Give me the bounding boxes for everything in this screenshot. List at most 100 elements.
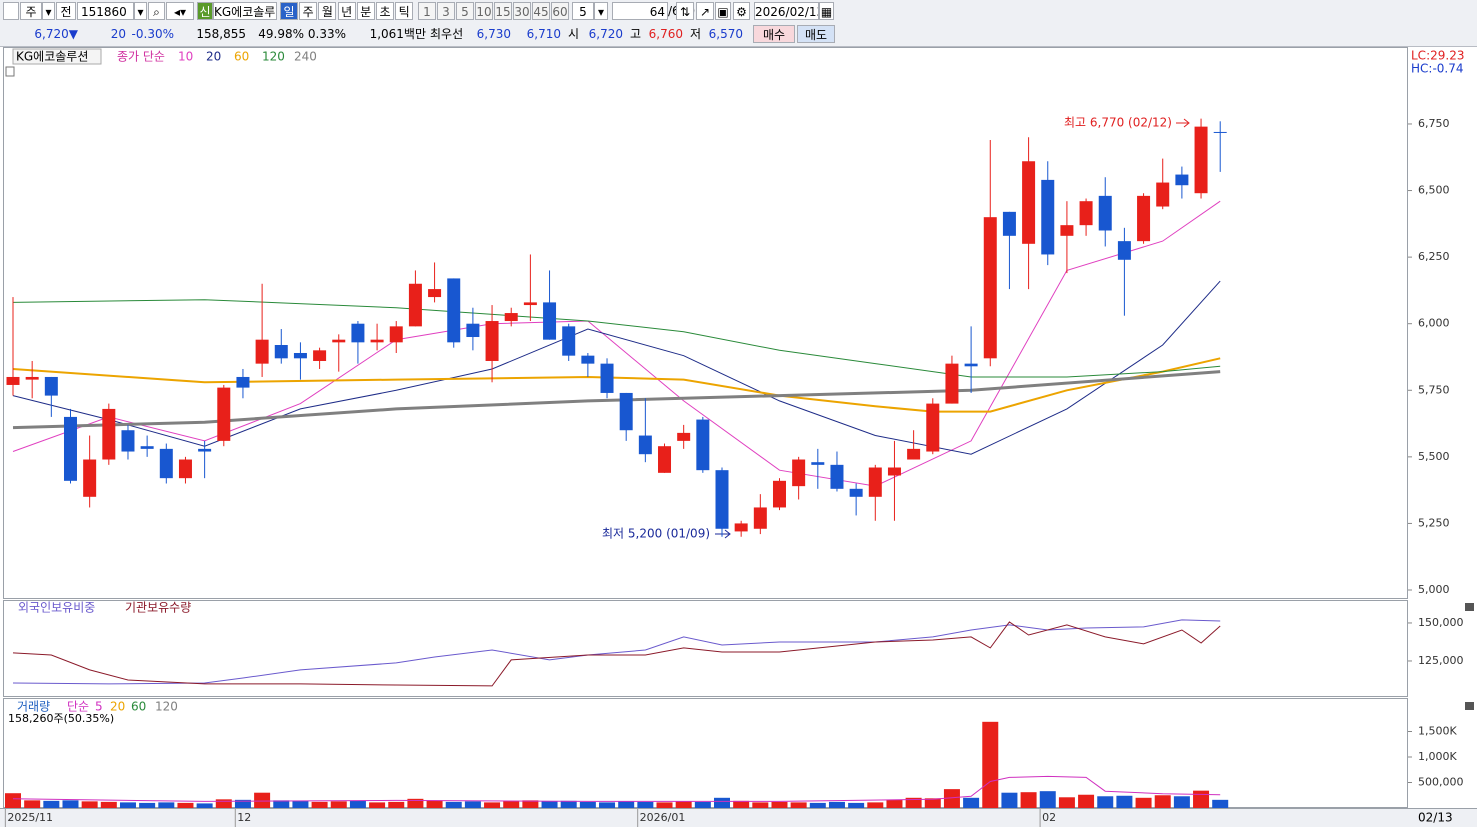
tool-button[interactable]: ▣	[715, 2, 731, 20]
settings-button[interactable]: ⚙	[733, 2, 750, 20]
volume-bar	[43, 800, 60, 808]
interval-button[interactable]: 3	[437, 2, 455, 20]
candle-body	[159, 448, 173, 479]
dropdown[interactable]: ▾	[594, 2, 608, 20]
buy-button[interactable]: 매수	[753, 25, 795, 43]
candle-body	[504, 313, 518, 322]
candle-body	[1098, 195, 1112, 231]
y-tick-label: 6,250	[1418, 250, 1450, 263]
candle-body	[370, 339, 384, 343]
bid: 6,710	[526, 27, 561, 41]
volume-bar	[541, 801, 558, 808]
volume-bar	[81, 801, 98, 808]
candle-body	[121, 430, 135, 452]
volume-bar	[196, 803, 213, 808]
y-tick-label: 6,500	[1418, 184, 1450, 197]
interval-button[interactable]: 45	[532, 2, 550, 20]
volume-bar	[714, 797, 731, 808]
menu-icon[interactable]	[3, 2, 19, 20]
period-button[interactable]: 주	[299, 2, 318, 20]
interval-button[interactable]: 10	[475, 2, 493, 20]
volume-bar	[522, 800, 539, 808]
new-badge: 신	[197, 2, 213, 20]
interval-button[interactable]: 5	[456, 2, 474, 20]
legend-entry: 기관보유수량	[125, 601, 191, 615]
candle-body	[1213, 131, 1227, 133]
period-button[interactable]: 월	[318, 2, 337, 20]
volume-bar	[924, 798, 941, 808]
candle-body	[1041, 179, 1055, 255]
volume-bar	[503, 800, 520, 808]
line-series	[12, 619, 1221, 685]
legend-entry: 10	[178, 50, 193, 64]
best-label: 최우선	[430, 27, 464, 41]
change: 20	[110, 27, 126, 41]
candle-body	[63, 416, 77, 481]
ma-label: 종가 단순	[117, 50, 165, 64]
high: 6,760	[648, 27, 683, 41]
line-series	[12, 775, 1221, 802]
volume-bar	[886, 799, 903, 808]
name-box	[12, 48, 102, 65]
interval-button[interactable]: 60	[551, 2, 569, 20]
interval-button[interactable]: 15	[494, 2, 512, 20]
volume-bar	[618, 801, 635, 808]
candle-body	[447, 278, 461, 343]
candle-body	[83, 459, 97, 497]
open-label: 시	[568, 27, 580, 41]
panel-button[interactable]	[1465, 603, 1474, 611]
volume-bar	[215, 799, 232, 808]
sell-button[interactable]: 매도	[797, 25, 835, 43]
line-series	[12, 299, 1221, 378]
period-button[interactable]: 초	[376, 2, 394, 20]
candle-body	[1060, 225, 1074, 236]
y-tick-label: 5,250	[1418, 516, 1450, 529]
volume-bar	[637, 801, 654, 808]
volume-bar	[273, 800, 290, 808]
count-input[interactable]: 64	[612, 2, 668, 20]
candle-body	[25, 376, 39, 380]
volume-bar	[426, 800, 443, 808]
period-button[interactable]: 틱	[395, 2, 414, 20]
prev-button[interactable]: 전	[56, 2, 76, 20]
volume-bar	[1173, 796, 1190, 808]
volume-bar	[963, 797, 980, 808]
price: 6,720▼	[34, 27, 78, 41]
legend-entry: 120	[262, 50, 285, 64]
period-button[interactable]: 년	[337, 2, 356, 20]
interval-button[interactable]: 30	[513, 2, 531, 20]
period-button[interactable]: 분	[356, 2, 375, 20]
calendar-button[interactable]: ▦	[819, 2, 834, 20]
candle-body	[811, 462, 825, 465]
panel-button[interactable]	[1465, 702, 1474, 710]
volume-bar	[1058, 797, 1075, 808]
stock-name[interactable]: KG에코솔루	[213, 2, 277, 20]
candle-body	[753, 507, 767, 529]
tool-button[interactable]: ⇅	[676, 2, 694, 20]
candle-body	[562, 326, 576, 356]
y-tick-label: 500,000	[1418, 776, 1464, 789]
volume-bar	[1078, 794, 1095, 808]
volume-bar	[158, 802, 175, 808]
dropdown[interactable]: ▾	[134, 2, 147, 20]
tool-button[interactable]: ↗	[696, 2, 714, 20]
candle-body	[236, 376, 250, 388]
low-annotation: 최저 5,200 (01/09)	[602, 527, 710, 541]
volume-bar	[445, 801, 462, 808]
x-tick-label: 12	[237, 811, 251, 824]
code-input[interactable]: 151860	[77, 2, 134, 20]
period-button[interactable]: 일	[280, 2, 298, 20]
tool-button[interactable]: ◂▾	[166, 2, 194, 20]
volume-bar	[292, 800, 309, 808]
dropdown[interactable]: ▾	[42, 2, 55, 20]
candle-body	[1002, 211, 1016, 236]
interval-button[interactable]: 1	[418, 2, 436, 20]
interval-select[interactable]: 5	[572, 2, 594, 20]
candle-body	[485, 321, 499, 361]
search-button[interactable]: ⌕	[148, 2, 165, 20]
date-axis	[0, 809, 1477, 827]
candle-body	[715, 470, 729, 529]
market-select[interactable]: 주	[20, 2, 42, 20]
volume-bar	[943, 789, 960, 808]
date-input[interactable]: 2026/02/13	[754, 2, 819, 20]
